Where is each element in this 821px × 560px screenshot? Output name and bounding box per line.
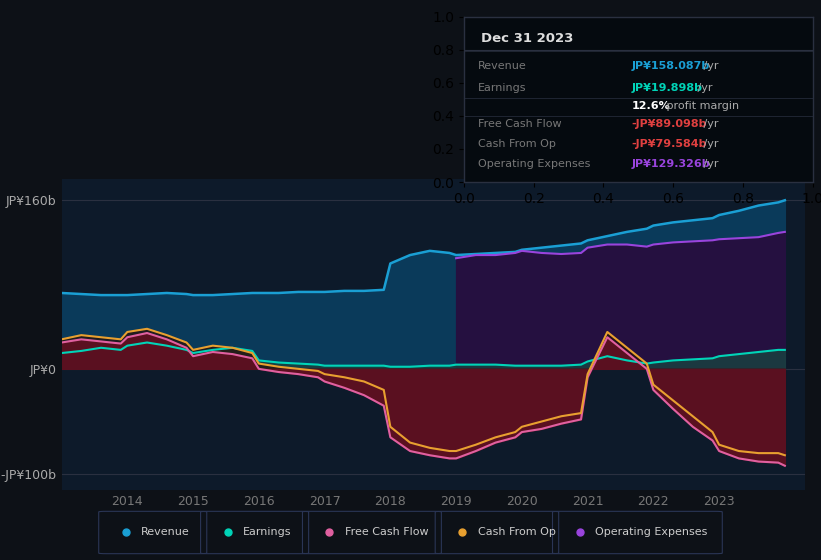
Text: Earnings: Earnings	[478, 83, 526, 93]
Text: Cash From Op: Cash From Op	[478, 139, 556, 149]
Text: profit margin: profit margin	[663, 101, 739, 111]
Text: -JP¥89.098b: -JP¥89.098b	[631, 119, 707, 129]
Text: /yr: /yr	[700, 159, 719, 169]
Text: Earnings: Earnings	[243, 527, 291, 537]
Text: /yr: /yr	[700, 119, 719, 129]
Text: JP¥158.087b: JP¥158.087b	[631, 62, 709, 71]
Text: Operating Expenses: Operating Expenses	[595, 527, 708, 537]
Text: Cash From Op: Cash From Op	[478, 527, 556, 537]
Text: /yr: /yr	[695, 83, 713, 93]
Text: Free Cash Flow: Free Cash Flow	[345, 527, 429, 537]
Text: 12.6%: 12.6%	[631, 101, 670, 111]
Text: /yr: /yr	[700, 139, 719, 149]
Text: Dec 31 2023: Dec 31 2023	[481, 32, 574, 45]
Text: Revenue: Revenue	[141, 527, 190, 537]
Text: Free Cash Flow: Free Cash Flow	[478, 119, 562, 129]
Text: Revenue: Revenue	[478, 62, 526, 71]
Text: JP¥129.326b: JP¥129.326b	[631, 159, 710, 169]
Text: Operating Expenses: Operating Expenses	[478, 159, 590, 169]
Text: -JP¥79.584b: -JP¥79.584b	[631, 139, 707, 149]
Text: JP¥19.898b: JP¥19.898b	[631, 83, 702, 93]
Text: /yr: /yr	[700, 62, 719, 71]
